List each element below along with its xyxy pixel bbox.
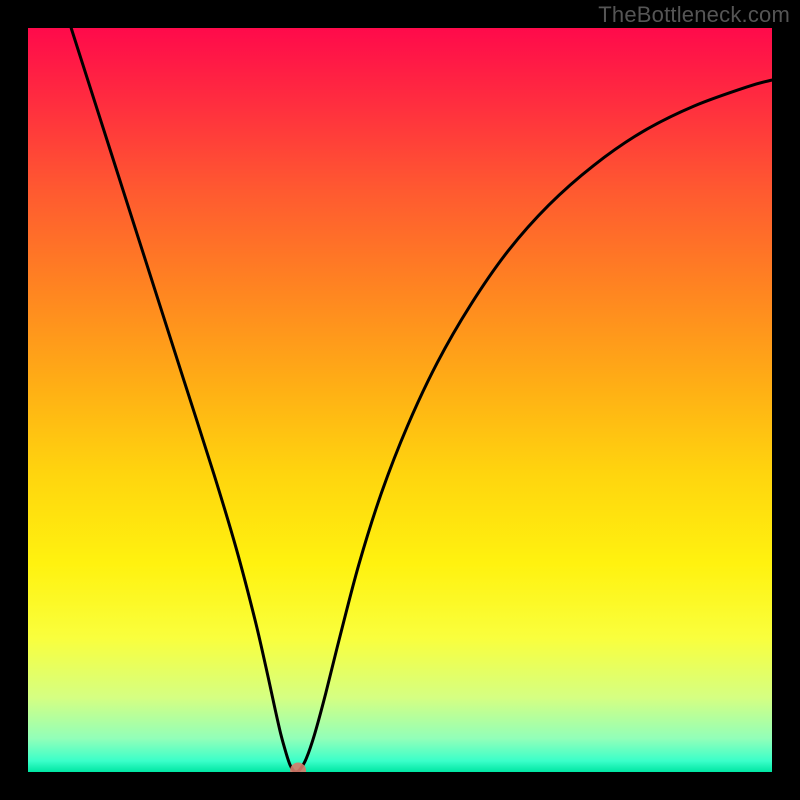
bottleneck-chart	[0, 0, 800, 800]
plot-background-gradient	[28, 28, 772, 772]
chart-container: TheBottleneck.com	[0, 0, 800, 800]
watermark-text: TheBottleneck.com	[598, 2, 790, 28]
